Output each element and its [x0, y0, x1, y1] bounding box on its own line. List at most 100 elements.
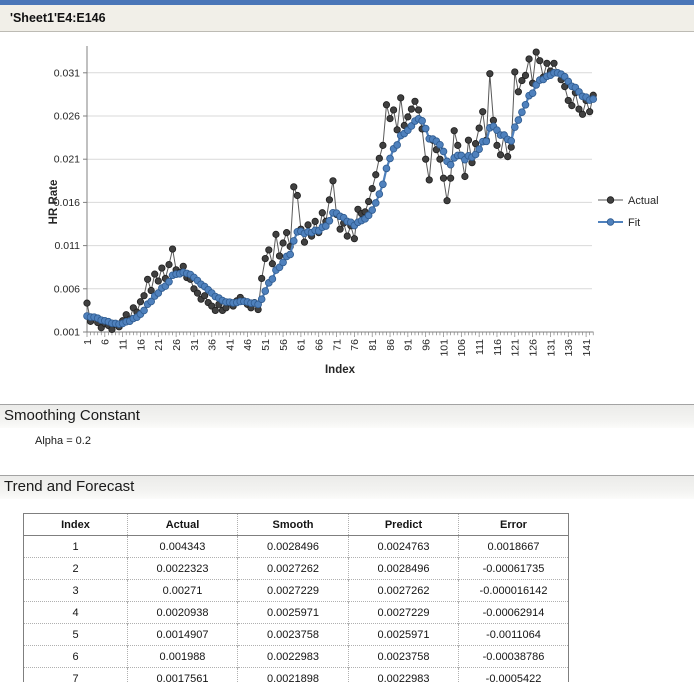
table-row: 6 0.001988 0.0022983 0.0023758 -0.00038786: [23, 645, 569, 668]
actual-data-point: [325, 196, 334, 204]
actual-data-point: [496, 151, 505, 159]
actual-data-point: [568, 102, 576, 110]
x-axis-title: Index: [325, 364, 356, 376]
x-tick-label: 56: [278, 339, 290, 351]
x-tick-label: 101: [438, 339, 450, 357]
table-cell: 7: [23, 667, 128, 682]
table-header-row: Index Actual Smooth Predict Error: [23, 513, 569, 536]
fit-data-point: [379, 180, 387, 189]
y-tick-label: 0.021: [54, 154, 80, 166]
x-tick-label: 121: [510, 339, 522, 357]
actual-data-point: [447, 174, 455, 182]
table-cell: 0.0020938: [127, 601, 238, 624]
actual-data-point: [136, 298, 145, 306]
table-cell: 0.0028496: [348, 557, 459, 580]
x-tick-label: 126: [527, 339, 539, 357]
fit-data-point: [386, 154, 394, 163]
table-cell: 0.0023758: [237, 623, 349, 646]
actual-data-point: [382, 101, 391, 109]
fit-data-point: [518, 108, 526, 116]
actual-data-point: [486, 70, 494, 78]
actual-data-point: [432, 146, 440, 154]
actual-data-point: [154, 277, 162, 285]
actual-data-point: [536, 57, 544, 65]
actual-data-point: [379, 141, 387, 149]
actual-data-point: [365, 197, 373, 206]
legend-label-actual: Actual: [628, 195, 659, 207]
x-tick-label: 21: [153, 339, 165, 351]
actual-data-point: [393, 126, 401, 134]
actual-data-point: [165, 261, 173, 269]
actual-data-point: [414, 106, 423, 114]
actual-data-point: [525, 55, 533, 63]
actual-data-point: [272, 230, 280, 238]
fit-data-point: [254, 300, 262, 309]
x-tick-label: 6: [100, 339, 112, 345]
y-tick-label: 0.031: [54, 67, 80, 79]
sheet-range-title: 'Sheet1'E4:E146: [0, 5, 694, 32]
actual-data-point: [493, 141, 501, 149]
table-cell: -0.0005422: [458, 667, 569, 682]
table-cell: -0.000016142: [458, 579, 569, 602]
fit-data-point: [261, 287, 270, 295]
actual-data-point: [193, 289, 202, 297]
actual-data-point: [258, 274, 266, 283]
x-tick-label: 61: [296, 339, 308, 351]
actual-data-point: [83, 299, 91, 307]
actual-data-point: [561, 83, 569, 91]
fit-data-point: [371, 199, 380, 207]
table-header-cell: Predict: [348, 513, 459, 536]
actual-data-point: [404, 113, 412, 121]
table-cell: 1: [23, 535, 128, 558]
table-cell: 0.0027262: [237, 557, 349, 580]
x-tick-label: 131: [545, 339, 557, 357]
x-tick-label: 1: [82, 339, 94, 345]
fit-data-point: [268, 275, 277, 283]
actual-data-point: [268, 260, 276, 268]
actual-data-point: [550, 59, 558, 67]
table-cell: 6: [23, 645, 128, 668]
x-tick-label: 81: [367, 339, 379, 351]
table-cell: 0.0014907: [127, 623, 238, 646]
legend-swatch-marker: [606, 196, 615, 204]
x-tick-label: 86: [385, 339, 397, 351]
x-tick-label: 66: [314, 339, 326, 351]
alpha-value-text: Alpha = 0.2: [35, 435, 91, 447]
fit-data-point: [436, 141, 444, 149]
y-tick-label: 0.011: [55, 240, 81, 252]
actual-data-point: [372, 171, 380, 179]
actual-data-point: [411, 97, 419, 105]
actual-data-point: [343, 232, 351, 240]
table-header-cell: Actual: [127, 513, 238, 536]
actual-data-point: [471, 140, 480, 148]
actual-data-point: [290, 183, 298, 191]
x-tick-label: 16: [135, 339, 147, 351]
table-cell: 0.0025971: [348, 623, 459, 646]
fit-data-point: [257, 295, 266, 303]
actual-data-point: [422, 155, 430, 163]
actual-data-point: [454, 141, 462, 149]
actual-data-point: [336, 225, 344, 233]
x-tick-label: 141: [581, 339, 593, 357]
fit-data-point: [510, 123, 519, 131]
fit-data-point: [439, 147, 448, 156]
table-cell: 0.0025971: [237, 601, 349, 624]
table-cell: -0.0011064: [458, 623, 569, 646]
x-tick-label: 51: [260, 339, 272, 351]
table-cell: 0.0022323: [127, 557, 238, 580]
fit-data-point: [514, 116, 523, 124]
table-header-cell: Error: [458, 513, 569, 536]
table-row: 5 0.0014907 0.0023758 0.0025971 -0.0011064: [23, 623, 569, 646]
table-header-cell: Smooth: [237, 513, 349, 536]
fit-data-point: [140, 306, 148, 315]
actual-data-point: [329, 177, 337, 185]
legend-swatch-marker: [606, 218, 615, 226]
table-cell: 0.0027229: [348, 601, 459, 624]
actual-data-point: [461, 172, 469, 181]
x-tick-label: 96: [420, 339, 432, 351]
actual-data-point: [532, 48, 540, 56]
fit-data-point: [368, 206, 377, 214]
fit-data-point: [286, 250, 295, 259]
actual-data-point: [318, 209, 326, 217]
